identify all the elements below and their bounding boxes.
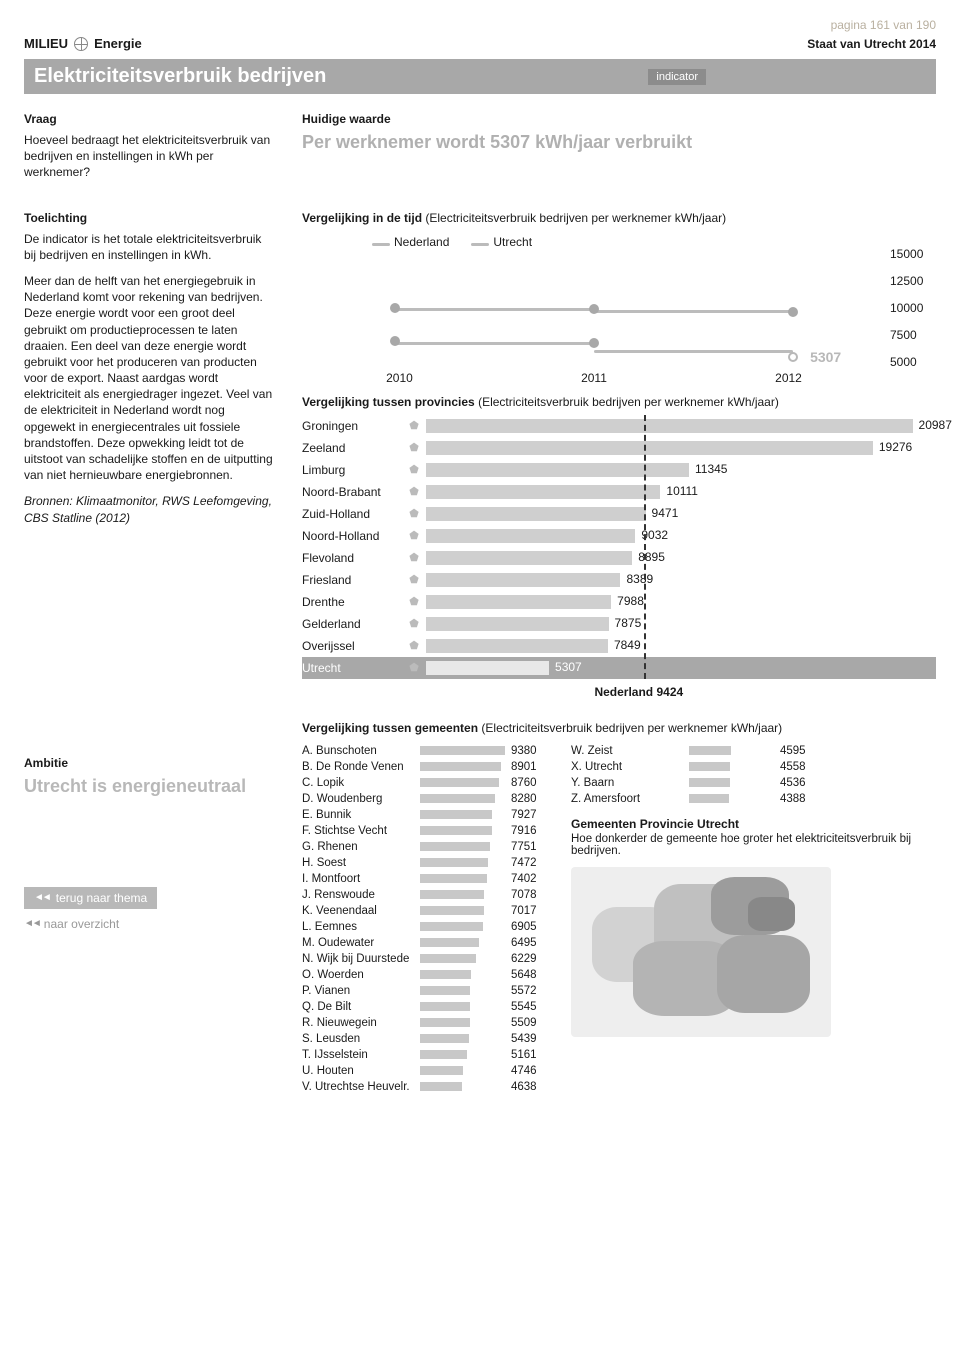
huidige-heading: Huidige waarde <box>302 112 936 126</box>
toelichting-p1: De indicator is het totale elektriciteit… <box>24 231 274 263</box>
legend-nl: Nederland <box>394 235 449 249</box>
back-button[interactable]: ◄◄ terug naar thema <box>24 887 157 909</box>
province-row: Friesland⬟8389 <box>302 569 936 591</box>
gemeente-row: C. Lopik8760 <box>302 775 547 791</box>
gemeente-row: U. Houten4746 <box>302 1063 547 1079</box>
toelichting-p2: Meer dan de helft van het energiegebruik… <box>24 273 274 483</box>
gemeente-row: O. Woerden5648 <box>302 967 547 983</box>
gemeente-row: J. Renswoude7078 <box>302 887 547 903</box>
gemeente-row: Z. Amersfoort4388 <box>571 791 936 807</box>
category-section: MILIEU <box>24 36 68 51</box>
legend-ut: Utrecht <box>493 235 532 249</box>
back-label: terug naar thema <box>56 891 147 905</box>
gemeente-row: M. Oudewater6495 <box>302 935 547 951</box>
province-row: Limburg⬟11345 <box>302 459 936 481</box>
category: MILIEU Energie <box>24 36 142 51</box>
gemeente-row: Q. De Bilt5545 <box>302 999 547 1015</box>
gemeente-row: V. Utrechtse Heuvelr.4638 <box>302 1079 547 1095</box>
province-chart: Vergelijking tussen provincies (Electric… <box>302 395 936 699</box>
toelichting-sources: Bronnen: Klimaatmonitor, RWS Leefomgevin… <box>24 493 274 525</box>
province-row: Drenthe⬟7988 <box>302 591 936 613</box>
gemeente-row: E. Bunnik7927 <box>302 807 547 823</box>
gemeente-row: B. De Ronde Venen8901 <box>302 759 547 775</box>
gemeente-row: L. Eemnes6905 <box>302 919 547 935</box>
vraag-heading: Vraag <box>24 112 274 126</box>
gemeente-row: A. Bunschoten9380 <box>302 743 547 759</box>
prov-chart-title: Vergelijking tussen provincies <box>302 395 475 409</box>
province-row: Zuid-Holland⬟9471 <box>302 503 936 525</box>
nl-reference-label: Nederland 9424 <box>594 685 936 699</box>
gemeente-row: N. Wijk bij Duurstede6229 <box>302 951 547 967</box>
indicator-badge: indicator <box>648 69 706 85</box>
gemeente-row: H. Soest7472 <box>302 855 547 871</box>
time-chart: Vergelijking in de tijd (Electriciteitsv… <box>302 211 936 385</box>
province-row: Flevoland⬟8895 <box>302 547 936 569</box>
gemeenten-chart: Vergelijking tussen gemeenten (Electrici… <box>302 721 936 1095</box>
gemeente-row: Y. Baarn4536 <box>571 775 936 791</box>
gem-col-2: W. Zeist4595X. Utrecht4558Y. Baarn4536Z.… <box>571 743 936 807</box>
page-number: pagina 161 van 190 <box>24 18 936 32</box>
province-map <box>571 867 831 1037</box>
gemeente-row: K. Veenendaal7017 <box>302 903 547 919</box>
chevron-left-icon: ◄◄ <box>24 918 40 929</box>
map-heading: Gemeenten Provincie Utrecht <box>571 817 936 831</box>
gemeente-row: S. Leusden5439 <box>302 1031 547 1047</box>
globe-icon <box>74 37 88 51</box>
overview-label: naar overzicht <box>44 917 119 931</box>
province-row: Overijssel⬟7849 <box>302 635 936 657</box>
gemeente-row: R. Nieuwegein5509 <box>302 1015 547 1031</box>
gem-col-1: A. Bunschoten9380B. De Ronde Venen8901C.… <box>302 743 547 1095</box>
chevron-left-icon: ◄◄ <box>34 892 50 903</box>
page-title: Elektriciteitsverbruik bedrijven <box>34 65 326 88</box>
category-topic: Energie <box>94 36 142 51</box>
time-chart-subtitle: (Electriciteitsverbruik bedrijven per we… <box>425 211 726 225</box>
province-row: Utrecht⬟5307 <box>302 657 936 679</box>
overview-link[interactable]: ◄◄ naar overzicht <box>24 917 274 931</box>
gemeente-row: X. Utrecht4558 <box>571 759 936 775</box>
ambitie-heading: Ambitie <box>24 756 274 770</box>
report-name: Staat van Utrecht 2014 <box>807 37 936 51</box>
gem-chart-title: Vergelijking tussen gemeenten <box>302 721 478 735</box>
huidige-value: Per werknemer wordt 5307 kWh/jaar verbru… <box>302 132 936 153</box>
gemeente-row: D. Woudenberg8280 <box>302 791 547 807</box>
gemeente-row: I. Montfoort7402 <box>302 871 547 887</box>
province-row: Noord-Brabant⬟10111 <box>302 481 936 503</box>
vraag-text: Hoeveel bedraagt het elektriciteitsverbr… <box>24 132 274 181</box>
province-row: Zeeland⬟19276 <box>302 437 936 459</box>
gemeente-row: F. Stichtse Vecht7916 <box>302 823 547 839</box>
title-bar: Elektriciteitsverbruik bedrijven indicat… <box>24 59 936 94</box>
gem-chart-subtitle: (Electriciteitsverbruik bedrijven per we… <box>481 721 782 735</box>
time-chart-legend: Nederland Utrecht <box>372 235 936 249</box>
gemeente-row: W. Zeist4595 <box>571 743 936 759</box>
province-row: Groningen⬟20987 <box>302 415 936 437</box>
province-row: Gelderland⬟7875 <box>302 613 936 635</box>
map-caption: Hoe donkerder de gemeente hoe groter het… <box>571 833 936 857</box>
time-chart-title: Vergelijking in de tijd <box>302 211 422 225</box>
gemeente-row: T. IJsselstein5161 <box>302 1047 547 1063</box>
gemeente-row: G. Rhenen7751 <box>302 839 547 855</box>
province-row: Noord-Holland⬟9032 <box>302 525 936 547</box>
ambitie-text: Utrecht is energieneutraal <box>24 776 274 797</box>
gemeente-row: P. Vianen5572 <box>302 983 547 999</box>
prov-chart-subtitle: (Electriciteitsverbruik bedrijven per we… <box>478 395 779 409</box>
toelichting-heading: Toelichting <box>24 211 274 225</box>
